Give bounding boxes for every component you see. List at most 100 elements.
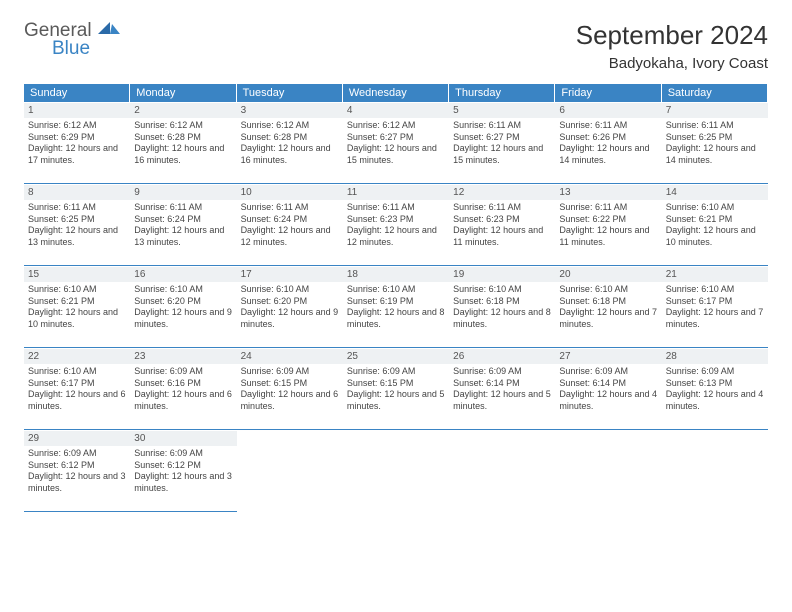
- day-number: 25: [347, 351, 358, 362]
- logo-text-blue: Blue: [52, 39, 120, 58]
- day-number-row: 22: [24, 349, 130, 364]
- sunrise-line: Sunrise: 6:11 AM: [241, 202, 339, 214]
- day-number-row: 24: [237, 349, 343, 364]
- daylight-line: Daylight: 12 hours and 6 minutes.: [28, 389, 126, 412]
- daylight-line: Daylight: 12 hours and 12 minutes.: [241, 225, 339, 248]
- day-number-row: 10: [237, 185, 343, 200]
- day-header: Wednesday: [343, 84, 449, 102]
- sunset-line: Sunset: 6:23 PM: [347, 214, 445, 226]
- sunrise-line: Sunrise: 6:09 AM: [134, 448, 232, 460]
- day-number-row: 21: [662, 267, 768, 282]
- day-number-row: 15: [24, 267, 130, 282]
- day-cell: 13Sunrise: 6:11 AMSunset: 6:22 PMDayligh…: [555, 184, 661, 266]
- sunrise-line: Sunrise: 6:09 AM: [241, 366, 339, 378]
- day-number: 14: [666, 187, 677, 198]
- sunset-line: Sunset: 6:14 PM: [559, 378, 657, 390]
- sunrise-line: Sunrise: 6:10 AM: [559, 284, 657, 296]
- logo-triangle-icon: [98, 20, 120, 34]
- day-number-row: 25: [343, 349, 449, 364]
- day-number: 27: [559, 351, 570, 362]
- day-number-row: 27: [555, 349, 661, 364]
- sunset-line: Sunset: 6:20 PM: [134, 296, 232, 308]
- day-cell: 25Sunrise: 6:09 AMSunset: 6:15 PMDayligh…: [343, 348, 449, 430]
- empty-cell: [662, 430, 768, 512]
- daylight-line: Daylight: 12 hours and 8 minutes.: [347, 307, 445, 330]
- sunset-line: Sunset: 6:13 PM: [666, 378, 764, 390]
- daylight-line: Daylight: 12 hours and 5 minutes.: [453, 389, 551, 412]
- day-number-row: 3: [237, 103, 343, 118]
- day-number-row: 1: [24, 103, 130, 118]
- day-cell: 4Sunrise: 6:12 AMSunset: 6:27 PMDaylight…: [343, 102, 449, 184]
- day-number: 10: [241, 187, 252, 198]
- sunset-line: Sunset: 6:14 PM: [453, 378, 551, 390]
- day-number-row: 2: [130, 103, 236, 118]
- calendar-grid: SundayMondayTuesdayWednesdayThursdayFrid…: [24, 84, 768, 512]
- day-cell: 12Sunrise: 6:11 AMSunset: 6:23 PMDayligh…: [449, 184, 555, 266]
- day-cell: 15Sunrise: 6:10 AMSunset: 6:21 PMDayligh…: [24, 266, 130, 348]
- daylight-line: Daylight: 12 hours and 4 minutes.: [559, 389, 657, 412]
- sunset-line: Sunset: 6:18 PM: [559, 296, 657, 308]
- daylight-line: Daylight: 12 hours and 15 minutes.: [453, 143, 551, 166]
- day-number: 30: [134, 433, 145, 444]
- daylight-line: Daylight: 12 hours and 7 minutes.: [559, 307, 657, 330]
- day-number-row: 26: [449, 349, 555, 364]
- day-number-row: 12: [449, 185, 555, 200]
- day-cell: 19Sunrise: 6:10 AMSunset: 6:18 PMDayligh…: [449, 266, 555, 348]
- day-cell: 29Sunrise: 6:09 AMSunset: 6:12 PMDayligh…: [24, 430, 130, 512]
- daylight-line: Daylight: 12 hours and 12 minutes.: [347, 225, 445, 248]
- sunrise-line: Sunrise: 6:12 AM: [28, 120, 126, 132]
- day-header: Monday: [130, 84, 236, 102]
- day-number: 7: [666, 105, 672, 116]
- day-cell: 14Sunrise: 6:10 AMSunset: 6:21 PMDayligh…: [662, 184, 768, 266]
- day-number-row: 14: [662, 185, 768, 200]
- sunrise-line: Sunrise: 6:10 AM: [28, 284, 126, 296]
- daylight-line: Daylight: 12 hours and 13 minutes.: [134, 225, 232, 248]
- daylight-line: Daylight: 12 hours and 9 minutes.: [241, 307, 339, 330]
- day-number: 4: [347, 105, 353, 116]
- day-number: 19: [453, 269, 464, 280]
- day-number: 24: [241, 351, 252, 362]
- day-number: 17: [241, 269, 252, 280]
- day-number: 6: [559, 105, 565, 116]
- sunset-line: Sunset: 6:12 PM: [28, 460, 126, 472]
- day-number-row: 9: [130, 185, 236, 200]
- day-header: Thursday: [449, 84, 555, 102]
- sunset-line: Sunset: 6:25 PM: [666, 132, 764, 144]
- day-number-row: 28: [662, 349, 768, 364]
- day-cell: 17Sunrise: 6:10 AMSunset: 6:20 PMDayligh…: [237, 266, 343, 348]
- sunset-line: Sunset: 6:20 PM: [241, 296, 339, 308]
- sunset-line: Sunset: 6:26 PM: [559, 132, 657, 144]
- day-cell: 22Sunrise: 6:10 AMSunset: 6:17 PMDayligh…: [24, 348, 130, 430]
- daylight-line: Daylight: 12 hours and 13 minutes.: [28, 225, 126, 248]
- day-header: Tuesday: [237, 84, 343, 102]
- daylight-line: Daylight: 12 hours and 10 minutes.: [28, 307, 126, 330]
- daylight-line: Daylight: 12 hours and 6 minutes.: [241, 389, 339, 412]
- daylight-line: Daylight: 12 hours and 4 minutes.: [666, 389, 764, 412]
- sunset-line: Sunset: 6:18 PM: [453, 296, 551, 308]
- sunrise-line: Sunrise: 6:09 AM: [559, 366, 657, 378]
- day-number-row: 8: [24, 185, 130, 200]
- sunset-line: Sunset: 6:23 PM: [453, 214, 551, 226]
- day-cell: 11Sunrise: 6:11 AMSunset: 6:23 PMDayligh…: [343, 184, 449, 266]
- daylight-line: Daylight: 12 hours and 10 minutes.: [666, 225, 764, 248]
- sunrise-line: Sunrise: 6:10 AM: [666, 202, 764, 214]
- sunrise-line: Sunrise: 6:10 AM: [666, 284, 764, 296]
- day-cell: 9Sunrise: 6:11 AMSunset: 6:24 PMDaylight…: [130, 184, 236, 266]
- sunrise-line: Sunrise: 6:11 AM: [559, 120, 657, 132]
- sunrise-line: Sunrise: 6:09 AM: [347, 366, 445, 378]
- day-cell: 28Sunrise: 6:09 AMSunset: 6:13 PMDayligh…: [662, 348, 768, 430]
- sunset-line: Sunset: 6:27 PM: [453, 132, 551, 144]
- location-text: Badyokaha, Ivory Coast: [576, 55, 768, 72]
- day-number-row: 19: [449, 267, 555, 282]
- day-cell: 8Sunrise: 6:11 AMSunset: 6:25 PMDaylight…: [24, 184, 130, 266]
- day-number: 23: [134, 351, 145, 362]
- day-number-row: 17: [237, 267, 343, 282]
- day-number: 12: [453, 187, 464, 198]
- page-header: General Blue September 2024 Badyokaha, I…: [24, 20, 768, 72]
- sunset-line: Sunset: 6:27 PM: [347, 132, 445, 144]
- day-number: 9: [134, 187, 140, 198]
- sunset-line: Sunset: 6:22 PM: [559, 214, 657, 226]
- daylight-line: Daylight: 12 hours and 15 minutes.: [347, 143, 445, 166]
- day-number: 18: [347, 269, 358, 280]
- empty-cell: [555, 430, 661, 512]
